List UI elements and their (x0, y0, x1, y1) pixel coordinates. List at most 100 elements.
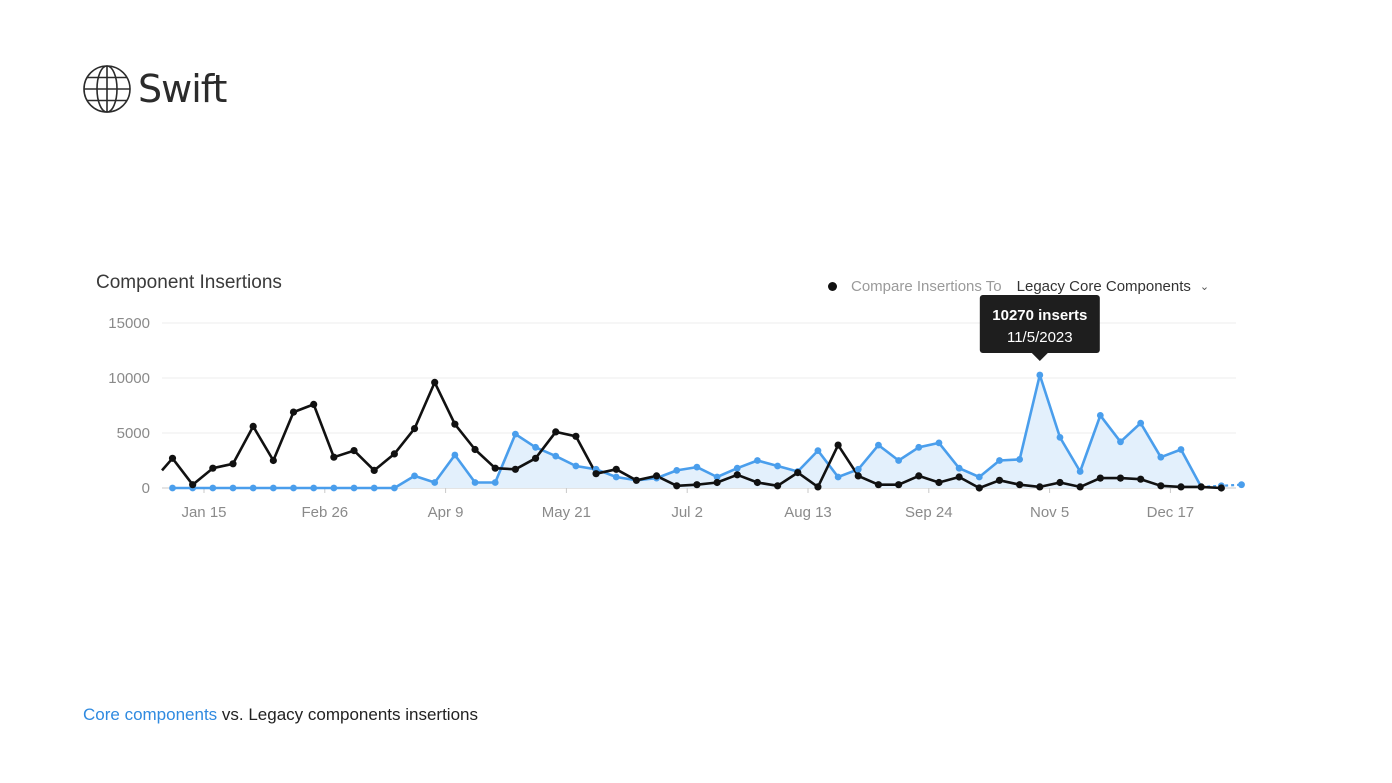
legacy-series-marker (828, 281, 837, 291)
tooltip-date: 11/5/2023 (1007, 329, 1073, 346)
legacy-data-point (975, 484, 983, 492)
legacy-data-point (995, 476, 1004, 484)
core-data-point (269, 484, 277, 492)
core-data-point (491, 479, 499, 486)
legacy-data-point (632, 476, 641, 484)
x-tick-label: Nov 5 (1030, 504, 1069, 521)
legacy-data-point (370, 466, 378, 474)
core-data-point (411, 472, 418, 480)
legacy-data-point (289, 408, 298, 416)
tooltip-box (979, 295, 1100, 354)
core-data-point (330, 484, 338, 492)
legacy-data-point (693, 481, 701, 489)
compare-label: Compare Insertions To (851, 277, 1002, 295)
core-data-point (552, 452, 560, 460)
legacy-data-point (915, 472, 923, 480)
tooltip-arrow (1031, 353, 1048, 362)
legacy-data-point (168, 454, 177, 462)
legacy-data-point (854, 472, 862, 480)
core-series-line (172, 373, 1203, 490)
core-data-point (390, 484, 398, 492)
legacy-data-point (935, 478, 943, 487)
legacy-data-point (753, 478, 762, 487)
core-data-point (249, 484, 257, 492)
legacy-data-point (1197, 483, 1205, 491)
core-data-point (229, 484, 237, 492)
core-data-point (572, 462, 580, 470)
legacy-data-point (531, 454, 540, 462)
core-data-point (350, 484, 358, 492)
legacy-data-point (209, 464, 217, 472)
x-tick-label: Feb 26 (301, 504, 348, 521)
swift-logo: Swift (82, 64, 227, 114)
core-data-point (1036, 371, 1044, 379)
x-tick-label: Apr 9 (428, 504, 464, 521)
legacy-data-point (269, 456, 277, 465)
core-data-point (431, 479, 439, 486)
core-data-point (471, 479, 479, 486)
legacy-data-point (431, 378, 439, 386)
globe-icon (83, 65, 131, 113)
y-tick-label: 10000 (108, 370, 150, 387)
core-data-point (310, 484, 318, 492)
core-data-point (1137, 419, 1145, 427)
brand-name: Swift (138, 67, 227, 111)
caption-core-link[interactable]: Core components (83, 705, 218, 724)
y-tick-label: 0 (142, 480, 150, 497)
legacy-data-point (1016, 481, 1024, 489)
compare-select[interactable]: Legacy Core Components ⌄ (1017, 278, 1209, 295)
core-data-point (713, 473, 721, 481)
core-data-point (693, 463, 701, 471)
legacy-data-point (491, 464, 499, 472)
core-data-point (451, 451, 459, 459)
compare-control: Compare Insertions To Legacy Core Compon… (828, 276, 1209, 296)
core-data-point (754, 457, 761, 464)
chart-title: Component Insertions (96, 272, 282, 293)
core-data-point (1238, 481, 1245, 489)
core-data-point (875, 441, 882, 449)
y-tick-label: 15000 (108, 315, 150, 332)
core-data-point (1157, 453, 1165, 461)
legacy-data-point (713, 478, 721, 487)
legacy-data-point (673, 482, 681, 490)
legacy-data-point (1137, 475, 1145, 483)
core-data-point (834, 473, 842, 481)
core-data-point (915, 443, 923, 451)
legacy-data-point (471, 445, 479, 454)
legacy-data-point (895, 481, 903, 489)
core-data-point (733, 464, 741, 472)
core-data-point (774, 462, 781, 470)
core-data-point (975, 473, 983, 481)
x-tick-label: Jan 15 (181, 504, 226, 521)
core-data-point (673, 467, 681, 474)
legacy-data-point (834, 441, 842, 449)
chevron-down-icon: ⌄ (1199, 280, 1210, 293)
core-data-point (1096, 412, 1104, 419)
legacy-data-point (451, 420, 459, 428)
core-data-point (1056, 434, 1064, 441)
core-data-point (290, 484, 297, 492)
x-tick-label: May 21 (542, 504, 591, 521)
core-area (172, 375, 1202, 488)
legacy-data-point (1157, 482, 1165, 490)
legacy-data-point (814, 483, 822, 491)
legacy-data-point (1177, 483, 1185, 491)
core-data-point (996, 457, 1003, 464)
core-data-point (532, 443, 539, 451)
core-data-point (814, 447, 822, 454)
x-tick-label: Jul 2 (671, 504, 703, 521)
legacy-data-point (189, 481, 197, 489)
legacy-data-point (249, 422, 257, 430)
legacy-data-point (572, 432, 580, 440)
legacy-data-point (350, 447, 358, 455)
legacy-data-point (774, 482, 782, 490)
core-data-point (1076, 468, 1084, 475)
x-tick-label: Aug 13 (784, 504, 832, 521)
chart-caption: Core components vs. Legacy components in… (83, 705, 478, 725)
legacy-data-point (330, 453, 338, 461)
legacy-data-point (1217, 484, 1225, 492)
core-data-point (955, 464, 963, 472)
legacy-data-point (1036, 483, 1044, 491)
core-data-point (1117, 438, 1124, 446)
